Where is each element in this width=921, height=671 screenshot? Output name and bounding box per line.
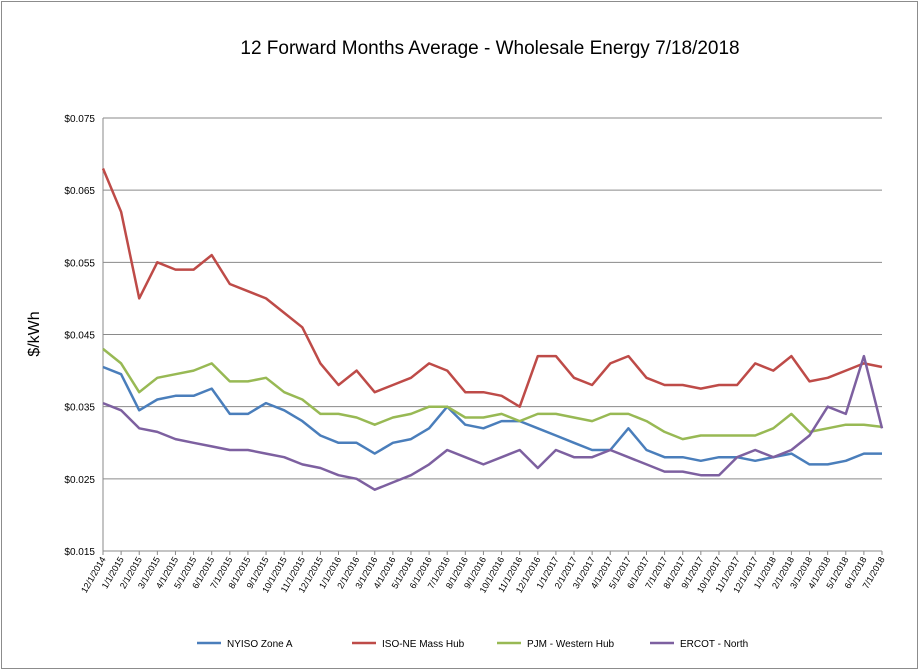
gridlines [102, 117, 882, 552]
y-axis-label: $/kWh [26, 311, 43, 356]
legend-label: ERCOT - North [680, 639, 748, 650]
legend-label: PJM - Western Hub [527, 639, 614, 650]
x-tick-label: 12/1/2014 [79, 555, 108, 595]
legend-label: NYISO Zone A [227, 639, 293, 650]
series-line [101, 168, 883, 408]
legend-label: ISO-NE Mass Hub [382, 639, 465, 650]
series-line [102, 347, 883, 441]
y-tick-label: $0.025 [64, 475, 95, 486]
y-tick-label: $0.065 [64, 186, 95, 197]
series-line [102, 365, 882, 466]
y-axis-ticks: $0.015 $0.025 $0.035 $0.045 $0.055 $0.065 $0.0… [64, 114, 95, 558]
series-line [102, 354, 884, 491]
y-tick-label: $0.055 [64, 258, 95, 269]
y-tick-label: $0.015 [64, 547, 95, 558]
x-axis-ticks: 12/1/20141/1/20152/1/20153/1/20154/1/201… [79, 551, 887, 595]
chart-title: 12 Forward Months Average - Wholesale En… [240, 38, 739, 59]
y-tick-label: $0.045 [64, 331, 95, 342]
y-tick-label: $0.075 [64, 114, 95, 125]
legend: NYISO Zone A ISO-NE Mass Hub PJM - Western… [197, 639, 748, 650]
series-lines [101, 168, 884, 491]
y-tick-label: $0.035 [64, 403, 95, 414]
